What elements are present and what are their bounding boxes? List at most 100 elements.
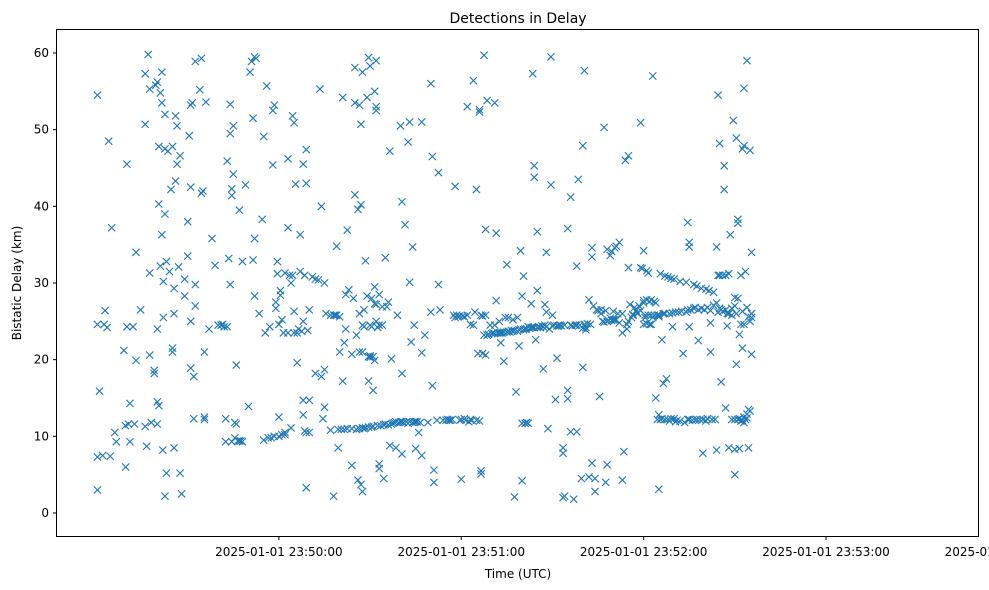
data-point — [315, 85, 324, 94]
data-point — [302, 179, 311, 188]
data-point — [177, 489, 186, 498]
data-point — [495, 317, 504, 326]
data-point — [706, 306, 715, 315]
data-point — [546, 52, 555, 61]
data-point — [667, 274, 675, 283]
data-point — [574, 175, 583, 184]
data-point — [188, 98, 197, 107]
data-point — [141, 422, 150, 431]
data-point — [743, 413, 751, 422]
data-point — [682, 278, 691, 287]
data-point — [284, 328, 292, 337]
data-point — [746, 146, 755, 155]
data-point — [398, 369, 406, 378]
data-point — [560, 492, 569, 501]
data-point — [587, 459, 596, 468]
data-point — [166, 185, 175, 194]
data-point — [174, 262, 183, 271]
data-point — [176, 469, 185, 478]
x-tick-label: 2025-01-01 23:53:00 — [762, 545, 889, 559]
data-point — [475, 417, 484, 425]
data-point — [311, 275, 320, 284]
data-point — [338, 377, 347, 386]
data-point — [197, 54, 206, 63]
data-point — [341, 290, 350, 299]
data-point — [726, 230, 735, 239]
data-point — [358, 348, 367, 356]
data-point — [615, 238, 624, 247]
data-point — [607, 247, 616, 256]
data-point — [372, 106, 381, 115]
data-point — [733, 219, 742, 228]
data-point — [508, 315, 517, 324]
data-point — [434, 280, 443, 289]
data-point — [197, 189, 206, 198]
data-point — [93, 486, 102, 494]
data-point — [701, 417, 710, 425]
data-point — [121, 463, 130, 471]
data-point — [241, 180, 250, 189]
chart-title: Detections in Delay — [449, 11, 586, 27]
data-point — [153, 325, 162, 333]
data-point — [329, 492, 338, 501]
data-point — [191, 280, 200, 289]
data-point — [287, 279, 296, 287]
data-point — [360, 305, 368, 314]
data-point — [578, 141, 587, 150]
data-point — [358, 68, 367, 77]
data-point — [159, 277, 168, 286]
data-point — [268, 106, 277, 115]
y-tick-label: 40 — [34, 199, 49, 213]
data-point — [478, 311, 487, 320]
data-point — [543, 424, 552, 433]
data-point — [249, 114, 258, 123]
data-point — [496, 338, 505, 347]
data-point — [411, 444, 420, 453]
data-point — [619, 447, 628, 456]
data-point — [218, 320, 227, 329]
data-point — [647, 320, 656, 329]
data-point — [609, 315, 618, 324]
data-point — [358, 487, 367, 496]
scatter-marks — [93, 50, 756, 504]
data-point — [581, 325, 590, 334]
data-point — [238, 437, 247, 446]
data-point — [466, 320, 475, 329]
data-point — [563, 224, 572, 233]
data-point — [621, 156, 630, 165]
data-point — [186, 101, 195, 110]
data-point — [290, 118, 299, 127]
data-point — [729, 116, 738, 125]
data-point — [268, 160, 277, 169]
data-point — [317, 372, 326, 381]
data-point — [332, 242, 341, 251]
data-point — [715, 139, 724, 148]
data-point — [618, 476, 627, 485]
data-point — [463, 311, 472, 320]
data-point — [730, 302, 739, 310]
data-point — [584, 472, 593, 481]
data-point — [504, 313, 513, 322]
data-point — [706, 318, 715, 327]
data-point — [601, 478, 610, 487]
data-point — [483, 96, 492, 105]
y-tick-label: 20 — [34, 353, 49, 367]
data-point — [566, 427, 575, 436]
data-point — [305, 428, 314, 437]
data-point — [553, 354, 562, 363]
data-point — [448, 415, 457, 424]
data-point — [132, 248, 141, 257]
data-point — [502, 260, 511, 269]
data-point — [93, 320, 102, 329]
data-point — [300, 271, 309, 280]
data-point — [648, 72, 657, 80]
data-point — [580, 66, 589, 75]
data-point — [142, 442, 151, 451]
data-point — [457, 475, 466, 484]
data-point — [481, 311, 490, 320]
data-point — [288, 111, 297, 120]
data-point — [356, 480, 365, 489]
data-point — [557, 321, 566, 330]
data-point — [533, 286, 542, 295]
